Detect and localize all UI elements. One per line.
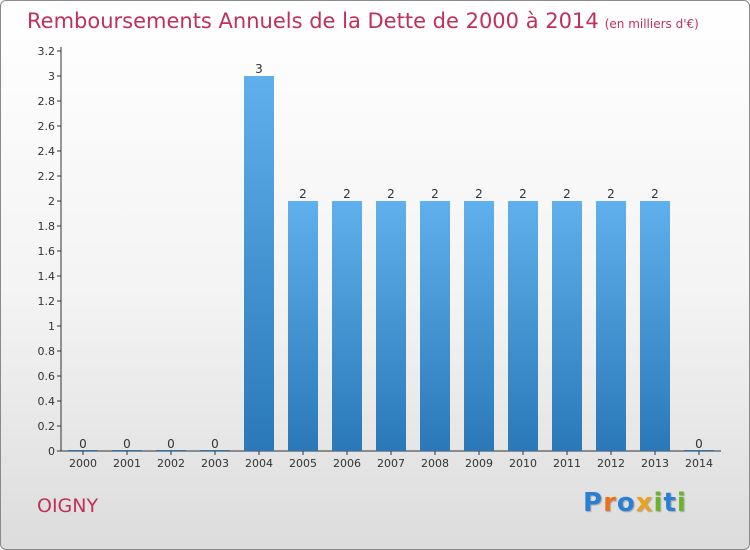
chart-title: Remboursements Annuels de la Dette de 20… [27, 9, 699, 33]
bar-value-label: 2 [431, 187, 439, 201]
y-tick-label: 2.8 [38, 95, 56, 108]
y-tick-label: 0.8 [38, 345, 56, 358]
x-tick-label: 2007 [377, 457, 405, 470]
bar-value-label: 0 [123, 437, 131, 451]
y-tick-label: 0.4 [38, 395, 56, 408]
bar [552, 201, 582, 451]
bar-value-label: 2 [387, 187, 395, 201]
y-tick-label: 1 [48, 320, 55, 333]
y-tick-label: 1.4 [38, 270, 56, 283]
y-tick-label: 1.2 [38, 295, 56, 308]
chart-title-text: Remboursements Annuels de la Dette de 20… [27, 9, 599, 33]
y-tick-label: 2.2 [38, 170, 56, 183]
bar-value-label: 2 [475, 187, 483, 201]
bar-value-label: 2 [299, 187, 307, 201]
bar [420, 201, 450, 451]
x-tick-label: 2005 [289, 457, 317, 470]
x-tick-label: 2002 [157, 457, 185, 470]
bar [508, 201, 538, 451]
x-tick-label: 2008 [421, 457, 449, 470]
x-tick-label: 2012 [597, 457, 625, 470]
commune-name: OIGNY [37, 495, 99, 517]
y-tick-label: 0.6 [38, 370, 56, 383]
bar-value-label: 2 [607, 187, 615, 201]
x-tick-label: 2009 [465, 457, 493, 470]
bar-value-label: 0 [211, 437, 219, 451]
y-tick-label: 1.8 [38, 220, 56, 233]
y-tick-label: 2.6 [38, 120, 56, 133]
bar-value-label: 0 [695, 437, 703, 451]
bar [464, 201, 494, 451]
x-tick-label: 2014 [685, 457, 713, 470]
bar-value-label: 2 [563, 187, 571, 201]
bar-value-label: 0 [167, 437, 175, 451]
bar-value-label: 3 [255, 62, 263, 76]
bar-value-label: 2 [519, 187, 527, 201]
y-tick-label: 3.2 [38, 45, 56, 58]
y-tick-label: 3 [48, 70, 55, 83]
bar [244, 76, 274, 451]
y-tick-label: 0.2 [38, 420, 56, 433]
x-tick-label: 2010 [509, 457, 537, 470]
bar [596, 201, 626, 451]
x-tick-label: 2004 [245, 457, 273, 470]
bar-value-label: 2 [651, 187, 659, 201]
x-tick-label: 2011 [553, 457, 581, 470]
x-tick-label: 2006 [333, 457, 361, 470]
y-tick-label: 0 [48, 445, 55, 458]
chart-subtitle: (en milliers d'€) [604, 17, 699, 31]
y-tick-label: 1.6 [38, 245, 56, 258]
bar [640, 201, 670, 451]
bar [288, 201, 318, 451]
bar [376, 201, 406, 451]
x-tick-label: 2001 [113, 457, 141, 470]
bar-value-label: 2 [343, 187, 351, 201]
x-tick-label: 2000 [69, 457, 97, 470]
y-tick-label: 2.4 [38, 145, 56, 158]
proxiti-logo: Proxiti [583, 488, 687, 518]
bar-value-label: 0 [79, 437, 87, 451]
x-tick-label: 2003 [201, 457, 229, 470]
y-tick-label: 2 [48, 195, 55, 208]
x-tick-label: 2013 [641, 457, 669, 470]
bar [332, 201, 362, 451]
